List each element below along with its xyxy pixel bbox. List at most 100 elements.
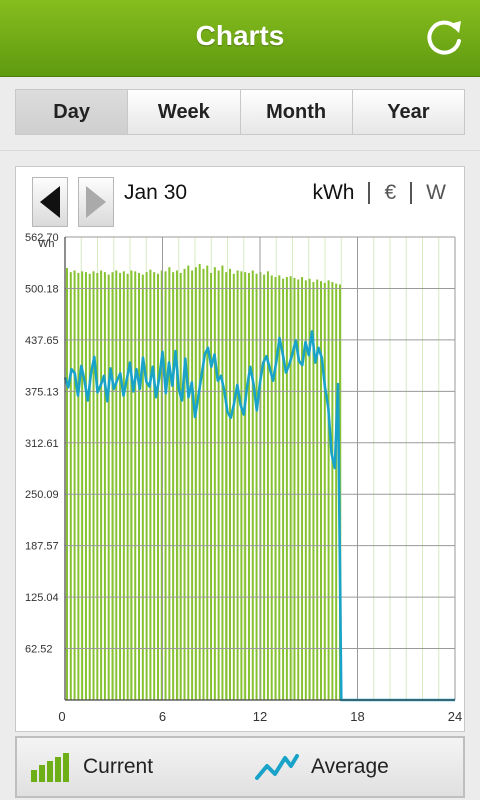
current-bar — [141, 274, 144, 700]
current-bar — [225, 272, 228, 700]
current-bar — [100, 270, 103, 700]
energy-chart[interactable]: 62.52 125.04 187.57 250.09 312.61 375.13 437.6… — [16, 167, 464, 731]
current-bar — [134, 271, 137, 700]
tab-day[interactable]: Day — [16, 90, 129, 134]
current-bar — [103, 272, 106, 700]
current-bar — [145, 272, 148, 700]
current-bar — [236, 270, 239, 700]
current-bar — [301, 277, 304, 700]
arrow-left-icon — [40, 186, 60, 218]
current-bar — [111, 272, 114, 700]
x-tick-label: 12 — [253, 709, 267, 724]
page-title: Charts — [195, 20, 285, 51]
current-bar — [202, 268, 205, 700]
arrow-right-icon — [86, 186, 106, 218]
current-bar — [138, 272, 141, 700]
y-tick-label: 562.70 — [25, 232, 59, 244]
current-bar — [172, 272, 175, 700]
current-bar — [115, 270, 118, 700]
y-tick-label: 312.61 — [25, 438, 59, 450]
current-bar — [81, 271, 84, 700]
current-bar — [179, 272, 182, 700]
current-bars — [66, 263, 341, 700]
current-bar — [320, 281, 322, 700]
period-tabs: Day Week Month Year — [15, 89, 465, 135]
current-bar — [160, 270, 163, 700]
current-bar — [191, 270, 194, 700]
y-tick-label: 62.52 — [25, 644, 53, 656]
tab-week[interactable]: Week — [128, 90, 241, 134]
current-bar — [217, 270, 220, 700]
current-bar — [232, 273, 235, 700]
y-tick-labels: 62.52 125.04 187.57 250.09 312.61 375.13 437.6… — [25, 232, 59, 656]
current-bar — [312, 282, 315, 700]
refresh-icon[interactable] — [424, 18, 466, 60]
current-bar — [229, 268, 232, 700]
unit-separator — [410, 182, 413, 204]
unit-selector: kWh € W — [312, 181, 446, 205]
current-bar — [251, 270, 254, 700]
x-tick-labels: 0 6 12 18 24 — [58, 709, 462, 724]
current-bar — [335, 283, 338, 700]
unit-kwh[interactable]: kWh — [312, 181, 355, 204]
y-tick-label: 437.65 — [25, 335, 59, 347]
previous-day-button[interactable] — [32, 177, 68, 227]
current-bar — [77, 272, 80, 700]
current-bar — [255, 273, 258, 700]
current-bar — [156, 273, 159, 700]
current-bar — [130, 270, 133, 700]
chart-axes — [64, 237, 455, 701]
current-bar — [122, 271, 125, 700]
tab-month[interactable]: Month — [240, 90, 353, 134]
chart-major-grid — [64, 236, 456, 700]
current-bar — [263, 274, 266, 700]
unit-watt[interactable]: W — [426, 181, 446, 204]
current-bar — [175, 270, 178, 700]
current-bar — [270, 275, 273, 700]
current-bar — [164, 271, 167, 700]
current-bar — [198, 263, 201, 700]
current-bar — [210, 272, 213, 700]
y-tick-label: 500.18 — [25, 283, 59, 295]
current-bar — [187, 265, 190, 700]
current-bar — [119, 272, 122, 700]
current-bar — [278, 275, 281, 700]
current-bar — [327, 280, 330, 700]
x-tick-label: 18 — [350, 709, 364, 724]
chart-legend: Current Average — [15, 736, 465, 798]
current-bar — [92, 271, 95, 700]
chart-date: Jan 30 — [124, 181, 188, 204]
legend-average-label: Average — [311, 755, 389, 778]
current-bar — [88, 273, 91, 700]
current-bar — [323, 282, 326, 700]
current-bar — [153, 272, 156, 700]
y-axis-label: Wh — [38, 238, 55, 250]
current-bar — [221, 265, 224, 700]
current-bar — [126, 273, 129, 700]
app-header: Charts — [0, 0, 480, 77]
current-bar — [308, 278, 311, 700]
trend-line-icon — [255, 754, 299, 780]
next-day-button[interactable] — [78, 177, 114, 227]
current-bar — [285, 277, 288, 700]
current-bar — [66, 268, 68, 700]
current-bar — [304, 280, 307, 700]
current-bar — [282, 278, 285, 700]
x-tick-label: 24 — [448, 709, 462, 724]
current-bar — [69, 272, 72, 700]
legend-average[interactable]: Average — [255, 738, 389, 796]
current-bar — [266, 271, 269, 700]
current-bar — [244, 272, 247, 700]
legend-current[interactable]: Current — [31, 738, 153, 796]
current-bar — [213, 267, 216, 700]
current-bar — [84, 272, 87, 700]
current-bar — [107, 274, 110, 700]
current-bar — [247, 272, 250, 700]
average-line — [63, 330, 455, 702]
unit-euro[interactable]: € — [384, 181, 397, 204]
y-tick-label: 375.13 — [25, 386, 59, 398]
current-bar — [274, 277, 277, 700]
tab-year[interactable]: Year — [352, 90, 464, 134]
x-tick-label: 0 — [58, 709, 65, 724]
current-bar — [206, 265, 209, 700]
